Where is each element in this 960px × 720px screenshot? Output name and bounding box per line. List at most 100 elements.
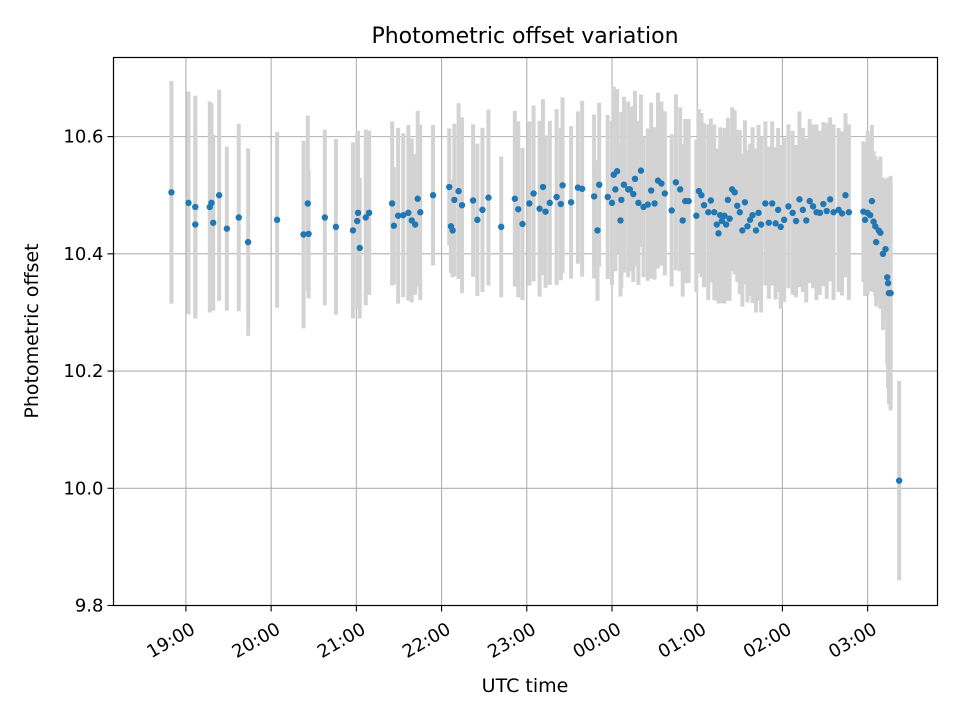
- data-point: [411, 221, 419, 228]
- data-point: [651, 200, 658, 207]
- data-point: [884, 274, 891, 281]
- data-point: [711, 209, 718, 216]
- data-point: [762, 200, 769, 207]
- data-point: [676, 186, 684, 193]
- data-point: [388, 200, 396, 207]
- data-point: [215, 192, 223, 199]
- data-point: [718, 217, 726, 225]
- point-layer: [168, 167, 903, 484]
- y-tick-label: 10.0: [63, 478, 103, 499]
- data-point: [557, 200, 565, 208]
- data-point: [724, 196, 732, 204]
- data-point: [866, 211, 874, 219]
- y-axis-label: Photometric offset: [21, 243, 43, 418]
- data-point: [707, 197, 715, 204]
- data-point: [354, 217, 361, 225]
- y-tick-label: 10.6: [63, 127, 103, 148]
- data-point: [590, 193, 598, 200]
- data-point: [515, 206, 522, 213]
- data-point: [400, 211, 407, 219]
- data-point: [803, 217, 810, 224]
- plot-frame: [112, 56, 939, 607]
- data-point: [417, 209, 424, 216]
- data-point: [816, 209, 824, 217]
- data-point: [809, 203, 817, 210]
- data-point: [469, 197, 477, 204]
- data-point: [705, 209, 712, 216]
- data-point: [613, 168, 621, 175]
- data-point: [721, 212, 728, 219]
- data-point: [485, 194, 492, 201]
- data-point: [530, 190, 537, 197]
- data-point: [842, 192, 849, 199]
- y-tick-label: 9.8: [75, 596, 104, 617]
- data-point: [872, 238, 880, 246]
- data-point: [455, 187, 462, 195]
- data-point: [765, 219, 772, 226]
- data-point: [882, 245, 889, 253]
- data-point: [519, 220, 526, 228]
- data-point: [658, 180, 665, 187]
- data-point: [223, 225, 231, 232]
- data-point: [877, 229, 884, 236]
- data-point: [612, 186, 619, 193]
- data-point: [823, 207, 830, 215]
- data-point: [820, 200, 827, 208]
- data-point: [185, 199, 192, 207]
- data-point: [192, 221, 199, 228]
- data-point: [321, 214, 329, 221]
- data-point: [451, 196, 458, 204]
- data-point: [668, 207, 675, 214]
- data-point: [777, 223, 784, 231]
- data-point: [713, 221, 721, 228]
- data-point: [741, 199, 749, 206]
- data-point: [739, 227, 746, 234]
- data-point: [693, 212, 700, 219]
- data-point: [726, 215, 733, 222]
- data-point: [637, 167, 645, 174]
- data-point: [661, 190, 669, 197]
- data-point: [168, 189, 175, 196]
- data-point: [304, 200, 311, 207]
- data-point: [414, 195, 421, 202]
- data-point: [785, 203, 792, 210]
- y-tick-label: 10.2: [63, 361, 103, 382]
- data-point: [546, 199, 553, 207]
- data-point: [356, 244, 363, 252]
- data-point: [838, 210, 846, 217]
- data-point: [635, 199, 642, 207]
- data-point: [394, 212, 402, 219]
- data-point: [887, 289, 894, 297]
- data-point: [799, 206, 807, 214]
- data-point: [526, 200, 533, 207]
- data-point: [305, 230, 312, 238]
- data-point: [594, 227, 601, 234]
- data-point: [539, 183, 547, 191]
- data-point: [209, 219, 217, 226]
- data-point: [757, 221, 765, 228]
- x-axis-label: UTC time: [482, 675, 569, 697]
- data-point: [349, 227, 357, 234]
- data-point: [685, 197, 692, 205]
- data-point: [644, 201, 651, 208]
- data-point: [736, 209, 744, 216]
- data-point: [390, 222, 398, 229]
- data-point: [734, 202, 741, 209]
- data-point: [895, 477, 903, 484]
- data-point: [596, 181, 603, 188]
- data-point: [618, 196, 625, 204]
- data-point: [604, 193, 611, 201]
- data-point: [474, 216, 481, 224]
- data-point: [354, 209, 362, 217]
- data-point: [744, 223, 751, 230]
- y-tick-label: 10.4: [63, 244, 103, 265]
- data-point: [722, 221, 730, 228]
- data-point: [845, 209, 853, 216]
- data-point: [332, 223, 340, 231]
- data-point: [752, 227, 760, 234]
- data-point: [300, 231, 307, 238]
- data-point: [746, 216, 754, 224]
- data-point: [362, 214, 369, 221]
- data-point: [630, 190, 637, 198]
